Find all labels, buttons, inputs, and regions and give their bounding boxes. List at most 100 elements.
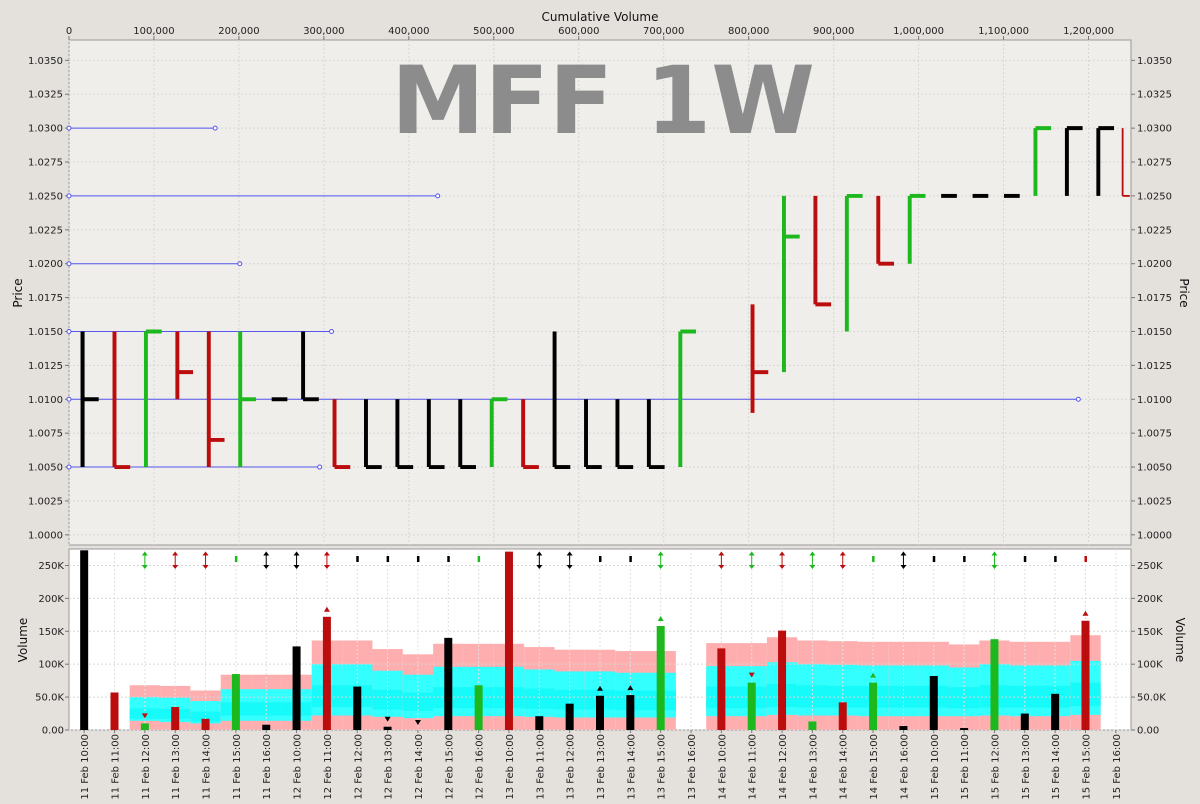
y-tick-label-left: 1.0225: [28, 225, 63, 236]
volume-y-tick-label-right: 100K: [1137, 660, 1163, 671]
volume-marker-down-arrow: [718, 565, 725, 569]
volume-marker-up-arrow: [657, 551, 664, 556]
volume-marker-up-arrow: [263, 551, 270, 556]
volume-marker-up-arrow: [900, 551, 907, 556]
y-tick-label-left: 1.0250: [28, 191, 63, 202]
y-tick-label-left: 1.0025: [28, 496, 63, 507]
y-tick-label-left: 1.0075: [28, 429, 63, 440]
category-label: 13 Feb 16:00: [687, 734, 698, 800]
volume-y-tick-label-left: 100K: [38, 660, 64, 671]
y-tick-label-right: 1.0300: [1137, 124, 1172, 135]
y-tick-label-right: 1.0350: [1137, 56, 1172, 67]
volume-bar: [626, 695, 635, 730]
category-label: 15 Feb 12:00: [990, 734, 1001, 800]
volume-marker-flat: [872, 556, 875, 562]
volume-marker-up-arrow: [991, 551, 998, 556]
volume-bar: [1051, 693, 1060, 730]
price-level-end-dot: [329, 328, 335, 334]
y-tick-label-right: 1.0200: [1137, 259, 1172, 270]
category-label: 15 Feb 14:00: [1051, 734, 1062, 800]
volume-bar-up-marker: [323, 606, 330, 612]
x-tick-label: 1,200,000: [1063, 26, 1114, 37]
volume-bar-down-marker: [414, 720, 421, 725]
volume-marker-down-arrow: [748, 565, 755, 569]
y-tick-label-left: 1.0000: [28, 530, 63, 541]
y-tick-label-left: 1.0050: [28, 463, 63, 474]
y-tick-label-left: 1.0325: [28, 90, 63, 101]
volume-marker-flat: [234, 556, 238, 562]
volume-marker-up-arrow: [779, 551, 786, 556]
volume-bar: [869, 682, 878, 730]
volume-marker-up-arrow: [718, 551, 725, 556]
volume-y-tick-label-left: 0.00: [42, 726, 64, 737]
volume-bar-up-marker: [597, 685, 603, 691]
price-level-lines: [66, 125, 1081, 470]
volume-marker-up-arrow: [839, 551, 846, 556]
volume-band-core: [888, 685, 919, 708]
x-tick-label: 600,000: [558, 26, 599, 37]
volume-bar: [596, 695, 604, 730]
volume-bar-down-marker: [384, 716, 391, 722]
category-label: 13 Feb 10:00: [505, 734, 516, 800]
category-label: 12 Feb 10:00: [293, 734, 304, 800]
y-tick-label-right: 1.0325: [1137, 90, 1172, 101]
volume-bar-down-marker: [141, 713, 148, 719]
volume-marker-up-arrow: [172, 551, 179, 556]
y-tick-label-right: 1.0100: [1137, 395, 1172, 406]
volume-bar-markers: [141, 606, 1089, 725]
x-tick-label: 300,000: [303, 26, 344, 37]
category-label: 15 Feb 16:00: [1112, 734, 1123, 800]
y-tick-label-right: 1.0025: [1137, 496, 1172, 507]
volume-bar-down-marker: [748, 672, 755, 678]
volume-bar: [717, 648, 726, 730]
category-label: 15 Feb 11:00: [960, 734, 971, 800]
volume-marker-down-arrow: [293, 565, 300, 569]
volume-marker-up-arrow: [566, 551, 573, 556]
price-panel: MFF 1W Cumulative Volume 0 100,000 200,000 30…: [11, 10, 1191, 546]
price-level-start-dot: [66, 261, 72, 267]
price-plot-area: [68, 39, 1132, 546]
category-label: 13 Feb 12:00: [566, 734, 577, 800]
volume-bar: [140, 723, 149, 730]
price-bars: [80, 126, 1130, 470]
volume-bar: [1081, 620, 1090, 730]
volume-y-tick-label-left: 150K: [38, 627, 64, 638]
category-label: 11 Feb 15:00: [232, 734, 243, 800]
y-tick-label-right: 1.0275: [1137, 158, 1172, 169]
x-tick-label: 0: [66, 26, 72, 37]
category-label: 15 Feb 10:00: [930, 734, 941, 800]
x-tick-label: 400,000: [388, 26, 429, 37]
x-tick-label: 800,000: [728, 26, 769, 37]
volume-bar: [80, 550, 89, 730]
volume-bar: [474, 685, 483, 730]
volume-bar-up-marker: [657, 616, 664, 622]
x-tick-label: 500,000: [473, 26, 514, 37]
y-tick-label-right: 1.0225: [1137, 225, 1172, 236]
volume-band-core: [554, 689, 585, 710]
category-label: 12 Feb 15:00: [444, 734, 455, 800]
price-level-start-dot: [66, 125, 72, 131]
category-label: 14 Feb 12:00: [778, 734, 789, 800]
category-label: 15 Feb 13:00: [1021, 734, 1032, 800]
category-label: 12 Feb 14:00: [414, 734, 425, 800]
volume-bar: [565, 703, 574, 730]
volume-bar: [353, 686, 362, 730]
y-tick-label-right: 1.0250: [1137, 191, 1172, 202]
category-label: 11 Feb 14:00: [202, 734, 213, 800]
volume-marker-flat: [932, 556, 936, 562]
volume-bar: [838, 702, 847, 730]
volume-marker-down-arrow: [323, 565, 330, 569]
volume-bar: [535, 716, 544, 730]
category-label: 11 Feb 12:00: [141, 734, 152, 800]
volume-bar: [383, 726, 392, 730]
volume-bar: [262, 724, 271, 730]
y-axis-label-left: Price: [11, 278, 25, 307]
category-label: 15 Feb 15:00: [1081, 734, 1092, 800]
volume-y-tick-label-right: 250K: [1137, 561, 1163, 572]
volume-marker-up-arrow: [293, 551, 300, 556]
y-tick-label-left: 1.0175: [28, 293, 63, 304]
x-tick-label: 1,100,000: [978, 26, 1029, 37]
volume-bar: [201, 718, 210, 730]
volume-axis-label-right: Volume: [1173, 618, 1187, 663]
